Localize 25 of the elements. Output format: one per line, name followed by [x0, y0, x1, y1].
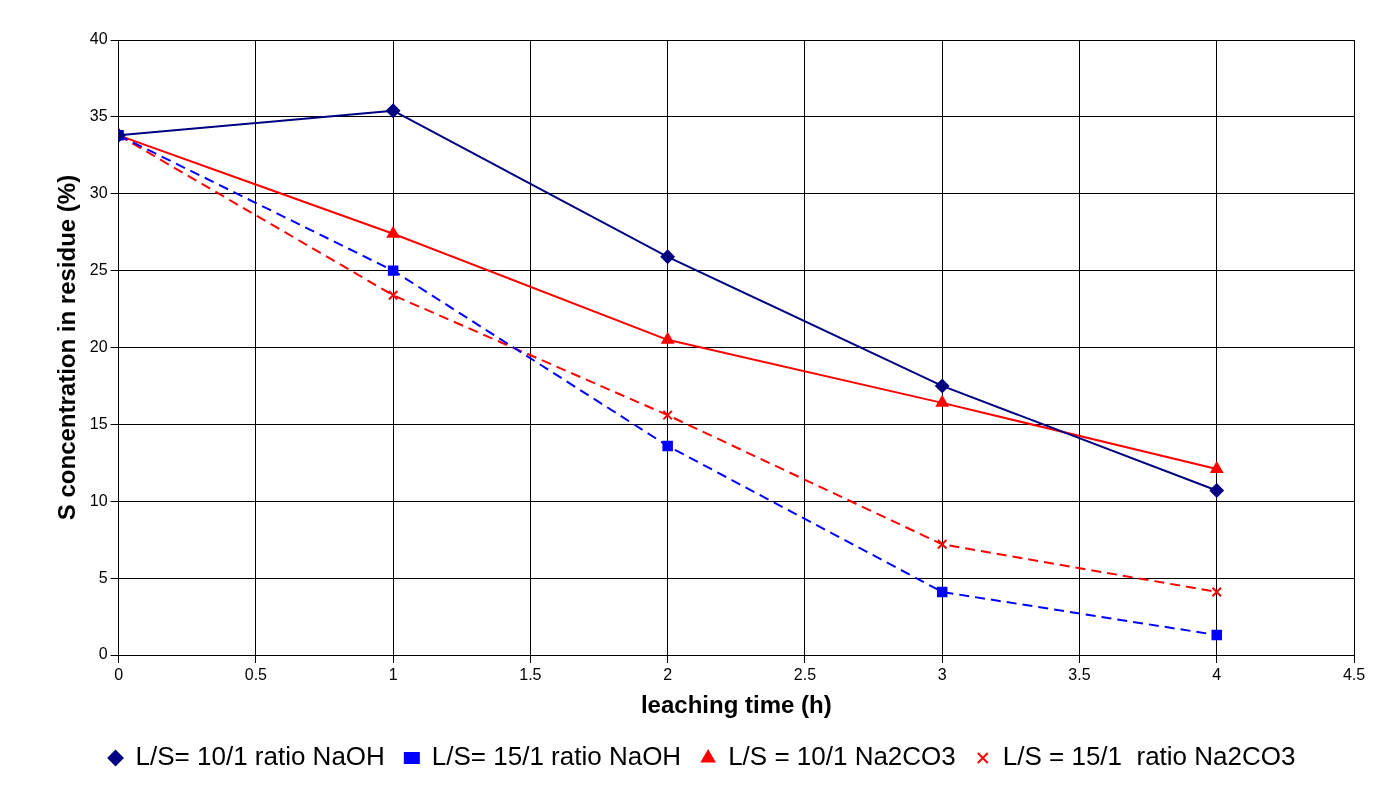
legend-label: L/S = 15/1 ratio Na2CO3 — [1002, 741, 1296, 772]
x-tick-label: 0 — [114, 666, 124, 684]
x-tick-label: 4.5 — [1342, 666, 1366, 684]
x-tick-label: 1 — [388, 666, 398, 684]
x-tick-label: 2.5 — [793, 666, 817, 684]
y-axis-title: S concentration in residue (%) — [53, 174, 81, 521]
x-tick-label: 2 — [663, 666, 673, 684]
legend-label: L/S = 10/1 Na2CO3 — [728, 741, 956, 772]
y-tick-label: 5 — [98, 568, 108, 586]
y-tick-label: 40 — [89, 30, 108, 48]
y-tick-label: 0 — [98, 645, 108, 663]
x-tick-label: 1.5 — [519, 666, 542, 684]
y-tick-label: 30 — [89, 184, 108, 202]
y-tick-label: 20 — [89, 337, 108, 355]
x-tick-label: 4 — [1212, 666, 1222, 684]
x-tick-label: 0.5 — [244, 666, 268, 684]
y-tick-label: 25 — [89, 261, 108, 279]
y-tick-label: 15 — [89, 414, 108, 432]
legend-label: L/S= 15/1 ratio NaOH — [431, 741, 682, 772]
x-axis-title: leaching time (h) — [640, 691, 832, 719]
y-tick-label: 10 — [89, 491, 108, 509]
y-tick-label: 35 — [89, 107, 108, 125]
legend-label: L/S= 10/1 ratio NaOH — [135, 741, 385, 772]
x-tick-label: 3 — [937, 666, 947, 684]
x-tick-label: 3.5 — [1068, 666, 1091, 684]
